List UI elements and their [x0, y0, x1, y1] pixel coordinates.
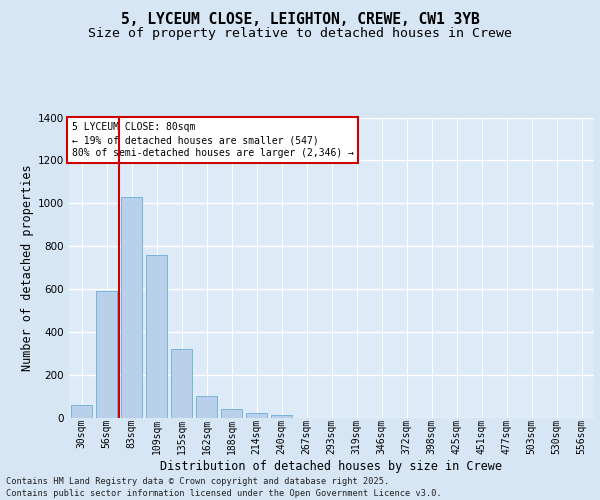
- Bar: [121, 197, 142, 418]
- Bar: [221, 409, 242, 418]
- Bar: [246, 413, 267, 418]
- Bar: [71, 404, 92, 417]
- Text: 5 LYCEUM CLOSE: 80sqm
← 19% of detached houses are smaller (547)
80% of semi-det: 5 LYCEUM CLOSE: 80sqm ← 19% of detached …: [71, 122, 353, 158]
- Text: Size of property relative to detached houses in Crewe: Size of property relative to detached ho…: [88, 28, 512, 40]
- Bar: [271, 416, 292, 418]
- Bar: [196, 396, 217, 417]
- Text: Contains public sector information licensed under the Open Government Licence v3: Contains public sector information licen…: [6, 488, 442, 498]
- Text: 5, LYCEUM CLOSE, LEIGHTON, CREWE, CW1 3YB: 5, LYCEUM CLOSE, LEIGHTON, CREWE, CW1 3Y…: [121, 12, 479, 28]
- Bar: [96, 291, 117, 418]
- Bar: [146, 254, 167, 418]
- Bar: [171, 349, 192, 418]
- X-axis label: Distribution of detached houses by size in Crewe: Distribution of detached houses by size …: [161, 460, 503, 472]
- Text: Contains HM Land Registry data © Crown copyright and database right 2025.: Contains HM Land Registry data © Crown c…: [6, 477, 389, 486]
- Y-axis label: Number of detached properties: Number of detached properties: [21, 164, 34, 371]
